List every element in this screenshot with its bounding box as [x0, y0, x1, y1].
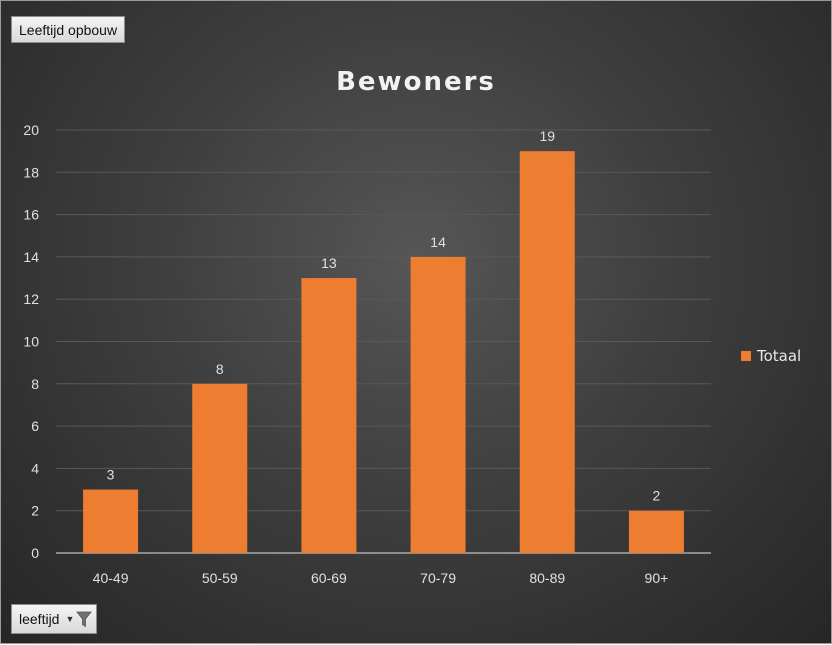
bar	[410, 256, 466, 553]
x-tick-label: 50-59	[202, 570, 238, 586]
x-tick-label: 40-49	[93, 570, 129, 586]
report-filter-button[interactable]: Leeftijd opbouw	[11, 16, 126, 43]
report-filter-label: Leeftijd opbouw	[19, 21, 118, 38]
y-tick-label: 4	[31, 460, 39, 476]
y-tick-label: 20	[23, 122, 39, 138]
filter-dropdown[interactable]: ▼	[65, 611, 93, 628]
y-tick-label: 0	[31, 545, 39, 561]
axis-field-button[interactable]: leeftijd ▼	[11, 604, 98, 634]
legend-label: Totaal	[757, 347, 802, 365]
x-tick-label: 70-79	[420, 570, 456, 586]
y-tick-label: 8	[31, 376, 39, 392]
bar	[519, 151, 575, 553]
bar	[628, 510, 684, 553]
data-label: 8	[216, 361, 224, 377]
y-tick-label: 14	[23, 249, 39, 265]
y-tick-label: 2	[31, 503, 39, 519]
y-tick-label: 16	[23, 207, 39, 223]
axis-field-label: leeftijd	[19, 611, 60, 627]
chart-title: Bewoners	[336, 67, 496, 97]
legend: Totaal	[741, 347, 801, 365]
data-label: 19	[539, 128, 555, 144]
data-label: 14	[430, 234, 446, 250]
x-tick-label: 60-69	[311, 570, 347, 586]
legend-swatch	[741, 351, 751, 361]
y-tick-label: 12	[23, 291, 39, 307]
y-tick-label: 10	[23, 334, 39, 350]
x-tick-label: 90+	[645, 570, 669, 586]
y-tick-label: 18	[23, 164, 39, 180]
x-tick-label: 80-89	[529, 570, 565, 586]
y-tick-label: 6	[31, 418, 39, 434]
dropdown-arrow-icon: ▼	[65, 614, 75, 624]
bar	[83, 489, 139, 553]
data-label: 3	[107, 467, 115, 483]
bar	[192, 383, 248, 553]
data-label: 13	[321, 255, 337, 271]
bar	[301, 278, 357, 553]
data-label: 2	[653, 488, 661, 504]
filter-funnel-icon	[76, 611, 93, 627]
